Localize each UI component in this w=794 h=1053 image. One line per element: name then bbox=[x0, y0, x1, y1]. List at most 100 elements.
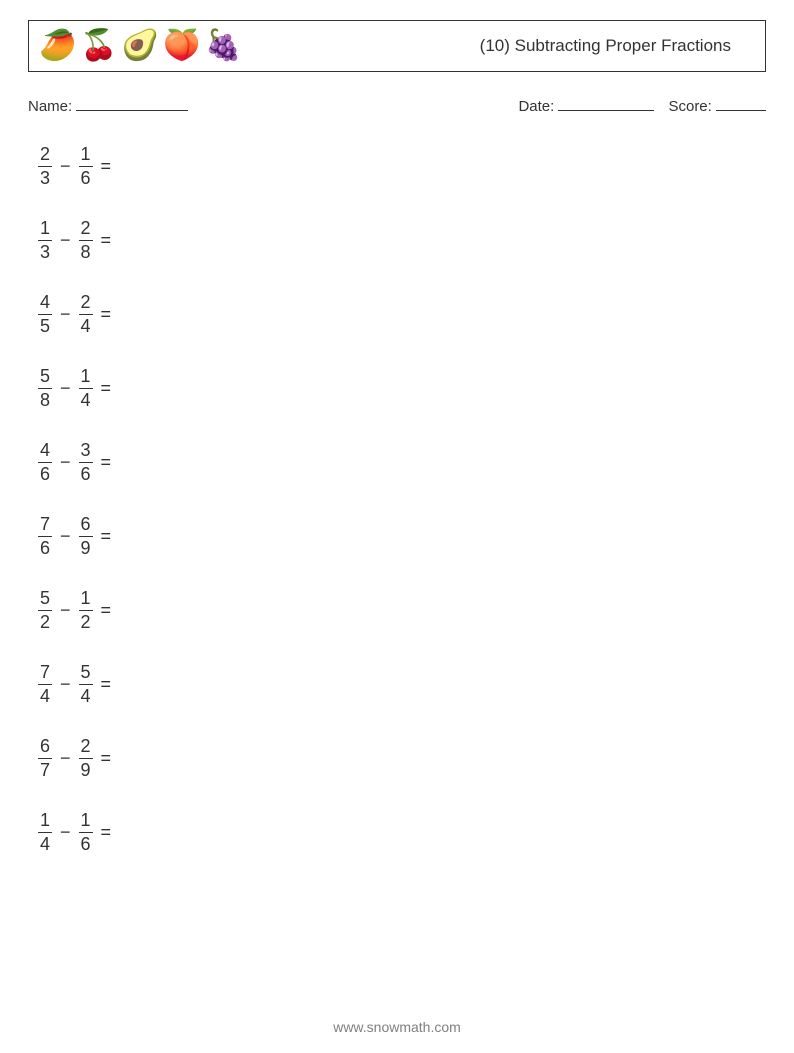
score-field: Score: bbox=[668, 96, 766, 115]
numerator: 2 bbox=[38, 145, 52, 164]
numerator: 1 bbox=[38, 219, 52, 238]
denominator: 6 bbox=[79, 169, 93, 188]
numerator: 1 bbox=[38, 811, 52, 830]
name-blank[interactable] bbox=[76, 96, 188, 111]
equals-sign: = bbox=[101, 748, 112, 769]
numerator: 1 bbox=[79, 589, 93, 608]
fraction-a: 45 bbox=[38, 293, 52, 336]
fraction-b: 16 bbox=[79, 811, 93, 854]
numerator: 6 bbox=[38, 737, 52, 756]
score-blank[interactable] bbox=[716, 96, 766, 111]
fraction-bar bbox=[38, 462, 52, 463]
fraction-a: 13 bbox=[38, 219, 52, 262]
minus-operator: − bbox=[60, 230, 71, 251]
fraction-b: 36 bbox=[79, 441, 93, 484]
fraction-b: 24 bbox=[79, 293, 93, 336]
fraction-bar bbox=[79, 684, 93, 685]
fraction-b: 69 bbox=[79, 515, 93, 558]
denominator: 5 bbox=[38, 317, 52, 336]
numerator: 1 bbox=[79, 811, 93, 830]
date-field: Date: bbox=[518, 96, 654, 115]
fraction-a: 23 bbox=[38, 145, 52, 188]
name-field: Name: bbox=[28, 96, 518, 115]
equals-sign: = bbox=[101, 156, 112, 177]
fraction-bar bbox=[79, 610, 93, 611]
denominator: 6 bbox=[38, 465, 52, 484]
fraction-bar bbox=[38, 832, 52, 833]
numerator: 6 bbox=[79, 515, 93, 534]
equals-sign: = bbox=[101, 526, 112, 547]
fraction-bar bbox=[38, 240, 52, 241]
problem-row: 46−36= bbox=[38, 439, 766, 485]
numerator: 1 bbox=[79, 145, 93, 164]
problem-row: 58−14= bbox=[38, 365, 766, 411]
equals-sign: = bbox=[101, 378, 112, 399]
problem-row: 23−16= bbox=[38, 143, 766, 189]
fraction-bar bbox=[79, 758, 93, 759]
fraction-bar bbox=[38, 536, 52, 537]
denominator: 4 bbox=[38, 687, 52, 706]
worksheet-title: (10) Subtracting Proper Fractions bbox=[480, 36, 751, 56]
denominator: 7 bbox=[38, 761, 52, 780]
equals-sign: = bbox=[101, 600, 112, 621]
date-label: Date: bbox=[518, 98, 554, 115]
numerator: 5 bbox=[38, 367, 52, 386]
fraction-bar bbox=[38, 758, 52, 759]
numerator: 3 bbox=[79, 441, 93, 460]
denominator: 9 bbox=[79, 539, 93, 558]
denominator: 3 bbox=[38, 169, 52, 188]
fruit-icon: 🥭 bbox=[39, 31, 76, 61]
denominator: 2 bbox=[79, 613, 93, 632]
minus-operator: − bbox=[60, 674, 71, 695]
fruit-icon: 🍒 bbox=[80, 31, 117, 61]
minus-operator: − bbox=[60, 304, 71, 325]
fraction-bar bbox=[79, 462, 93, 463]
problem-row: 52−12= bbox=[38, 587, 766, 633]
numerator: 7 bbox=[38, 515, 52, 534]
numerator: 7 bbox=[38, 663, 52, 682]
fruit-row: 🥭 🍒 🥑 🍑 🍇 bbox=[39, 31, 242, 61]
minus-operator: − bbox=[60, 822, 71, 843]
info-row: Name: Date: Score: bbox=[28, 96, 766, 115]
numerator: 2 bbox=[79, 737, 93, 756]
equals-sign: = bbox=[101, 822, 112, 843]
date-blank[interactable] bbox=[558, 96, 654, 111]
denominator: 4 bbox=[38, 835, 52, 854]
problems-list: 23−16=13−28=45−24=58−14=46−36=76−69=52−1… bbox=[28, 143, 766, 855]
minus-operator: − bbox=[60, 378, 71, 399]
fruit-icon: 🍇 bbox=[204, 31, 241, 61]
fruit-icon: 🍑 bbox=[163, 31, 200, 61]
problem-row: 14−16= bbox=[38, 809, 766, 855]
fraction-a: 46 bbox=[38, 441, 52, 484]
numerator: 2 bbox=[79, 293, 93, 312]
fraction-a: 76 bbox=[38, 515, 52, 558]
equals-sign: = bbox=[101, 230, 112, 251]
numerator: 2 bbox=[79, 219, 93, 238]
fraction-a: 14 bbox=[38, 811, 52, 854]
fraction-a: 67 bbox=[38, 737, 52, 780]
minus-operator: − bbox=[60, 452, 71, 473]
fraction-bar bbox=[79, 166, 93, 167]
fraction-bar bbox=[79, 832, 93, 833]
name-label: Name: bbox=[28, 98, 72, 115]
equals-sign: = bbox=[101, 674, 112, 695]
denominator: 3 bbox=[38, 243, 52, 262]
fraction-b: 54 bbox=[79, 663, 93, 706]
fraction-a: 74 bbox=[38, 663, 52, 706]
denominator: 4 bbox=[79, 317, 93, 336]
equals-sign: = bbox=[101, 304, 112, 325]
fruit-icon: 🥑 bbox=[122, 31, 159, 61]
header-box: 🥭 🍒 🥑 🍑 🍇 (10) Subtracting Proper Fracti… bbox=[28, 20, 766, 72]
numerator: 5 bbox=[38, 589, 52, 608]
denominator: 6 bbox=[79, 465, 93, 484]
fraction-a: 52 bbox=[38, 589, 52, 632]
numerator: 4 bbox=[38, 293, 52, 312]
fraction-a: 58 bbox=[38, 367, 52, 410]
fraction-bar bbox=[38, 684, 52, 685]
fraction-bar bbox=[79, 314, 93, 315]
fraction-bar bbox=[79, 240, 93, 241]
denominator: 8 bbox=[79, 243, 93, 262]
denominator: 8 bbox=[38, 391, 52, 410]
fraction-bar bbox=[79, 388, 93, 389]
denominator: 4 bbox=[79, 687, 93, 706]
